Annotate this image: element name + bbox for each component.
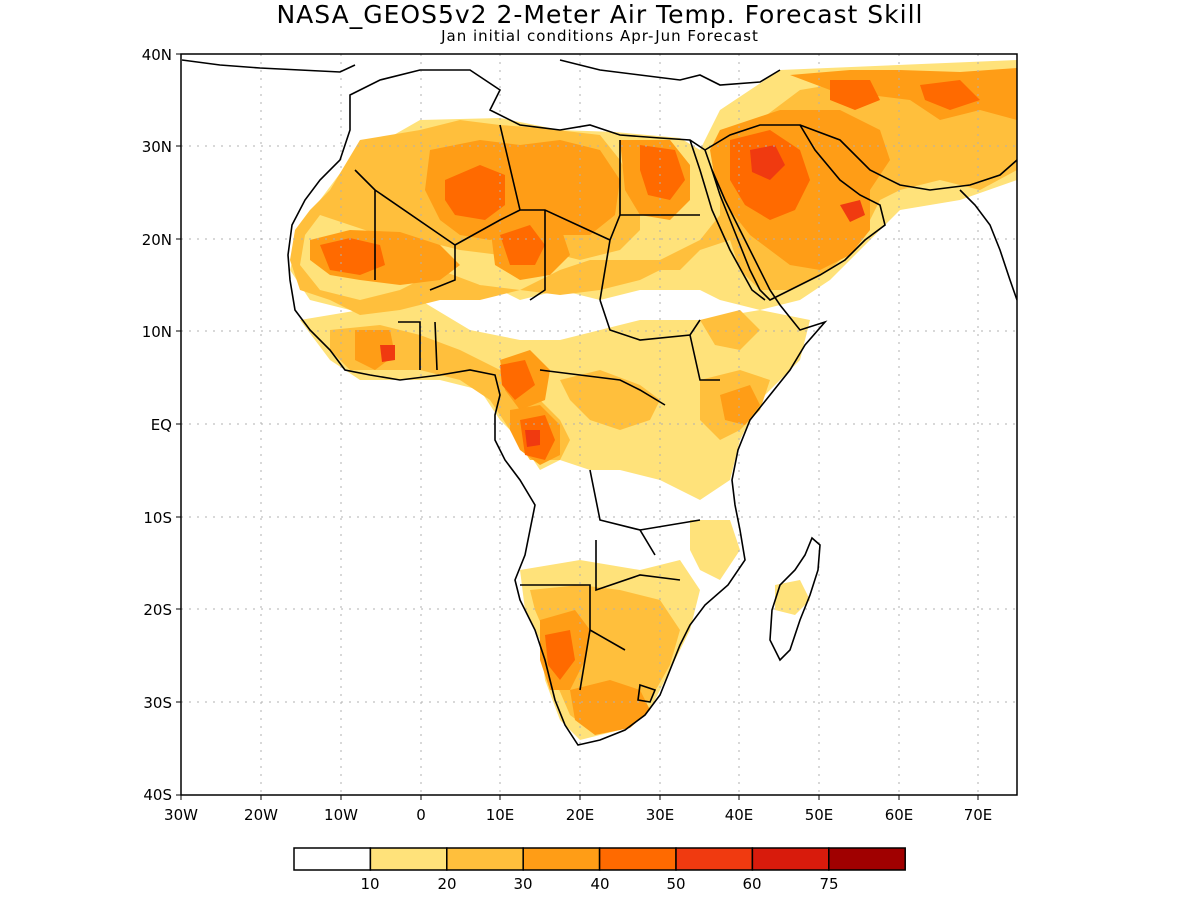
lat-label-20s: 20S <box>143 601 172 619</box>
colorbar-box <box>369 847 448 871</box>
colorbar-label-75: 75 <box>819 875 838 893</box>
colorbar-labels: 10 20 30 40 50 60 75 <box>360 875 838 893</box>
map-title: NASA_GEOS5v2 2-Meter Air Temp. Forecast … <box>276 0 924 29</box>
skill-field <box>290 60 1017 740</box>
lat-label-20n: 20N <box>142 231 172 249</box>
lon-label-70e: 70E <box>964 806 993 824</box>
colorbar-label-50: 50 <box>666 875 685 893</box>
lon-label-20w: 20W <box>244 806 278 824</box>
lon-label-0: 0 <box>416 806 426 824</box>
colorbar-box <box>446 847 524 871</box>
lat-label-10n: 10N <box>142 323 172 341</box>
colorbar-box <box>598 847 677 871</box>
lon-label-10e: 10E <box>486 806 515 824</box>
lat-label-eq: EQ <box>151 416 172 434</box>
lon-label-30e: 30E <box>646 806 675 824</box>
colorbar-label-40: 40 <box>590 875 609 893</box>
graticule <box>181 54 1017 795</box>
lon-label-50e: 50E <box>805 806 834 824</box>
colorbar-label-30: 30 <box>513 875 532 893</box>
colorbar-boxes <box>293 847 906 871</box>
colorbar: 10 20 30 40 50 60 75 <box>293 847 906 893</box>
colorbar-label-10: 10 <box>360 875 379 893</box>
map-subtitle: Jan initial conditions Apr-Jun Forecast <box>441 27 759 45</box>
lat-label-30s: 30S <box>143 694 172 712</box>
lon-labels: 30W 20W 10W 0 10E 20E 30E 40E 50E 60E 70… <box>164 806 992 824</box>
colorbar-box <box>293 847 372 871</box>
lon-label-40e: 40E <box>725 806 754 824</box>
colorbar-label-20: 20 <box>437 875 456 893</box>
colorbar-box <box>675 847 754 871</box>
skill-band-50-60 <box>380 145 865 447</box>
lon-label-60e: 60E <box>885 806 914 824</box>
lat-label-10s: 10S <box>143 509 172 527</box>
colorbar-box <box>751 847 830 871</box>
skill-band-40-50 <box>320 80 980 680</box>
lon-label-30w: 30W <box>164 806 198 824</box>
lat-label-40n: 40N <box>142 46 172 64</box>
lat-labels: 40N 30N 20N 10N EQ 10S 20S 30S 40S <box>142 46 172 804</box>
lat-label-40s: 40S <box>143 786 172 804</box>
axis-ticks <box>176 53 979 800</box>
colorbar-label-60: 60 <box>742 875 761 893</box>
coastlines <box>181 59 1017 746</box>
colorbar-box <box>828 847 906 871</box>
lat-label-30n: 30N <box>142 138 172 156</box>
lon-label-20e: 20E <box>566 806 595 824</box>
lon-label-10w: 10W <box>324 806 358 824</box>
colorbar-box <box>522 847 601 871</box>
